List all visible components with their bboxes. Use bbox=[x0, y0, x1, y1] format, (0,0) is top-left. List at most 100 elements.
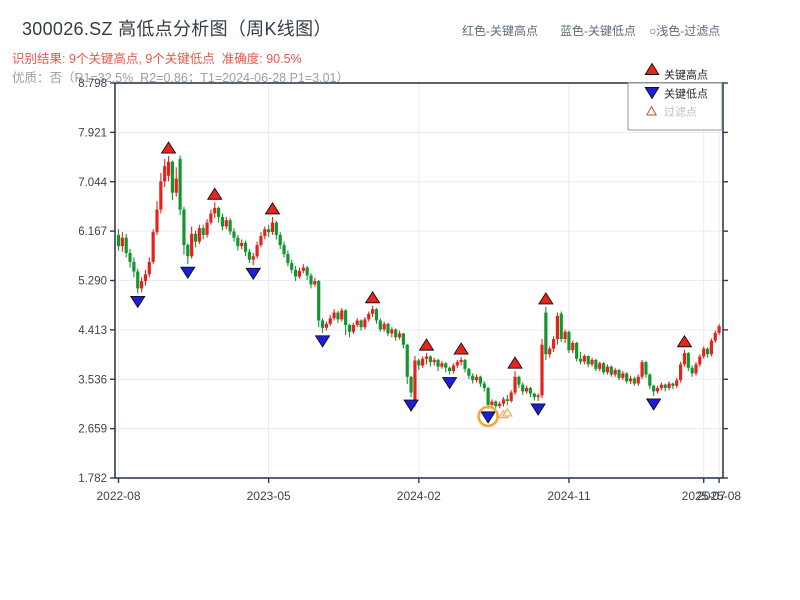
candle-body bbox=[567, 331, 571, 351]
candle-body bbox=[209, 213, 213, 223]
candle-body bbox=[217, 207, 221, 217]
candle-body bbox=[186, 245, 190, 257]
candle-body bbox=[644, 362, 648, 375]
key-high-marker bbox=[507, 356, 523, 369]
candle-body bbox=[559, 313, 563, 340]
key-high-marker bbox=[160, 141, 177, 154]
candle-body bbox=[463, 359, 467, 369]
x-tick-label: 2023-05 bbox=[247, 489, 291, 503]
key-low-marker bbox=[129, 295, 146, 309]
candle-body bbox=[694, 364, 698, 374]
candle-body bbox=[151, 232, 155, 262]
top-legend-key-low: 蓝色-关键低点 bbox=[560, 24, 636, 38]
candle-body bbox=[313, 281, 317, 285]
highlight-circle bbox=[477, 405, 499, 428]
axes: 8.798 7.921 7.044 6.167 5.290 4.413 3.536 2.659… bbox=[78, 78, 741, 503]
candle-body bbox=[517, 376, 521, 385]
candle-body bbox=[679, 364, 683, 381]
candle-body bbox=[578, 358, 583, 362]
candle-body bbox=[270, 222, 275, 233]
candle-body bbox=[320, 320, 325, 328]
candle-body bbox=[451, 365, 456, 372]
candle-body bbox=[498, 403, 502, 407]
candle-body bbox=[609, 366, 613, 375]
candle-body bbox=[682, 353, 687, 365]
candle-body bbox=[397, 333, 402, 338]
candle-body bbox=[120, 237, 124, 247]
candle-body bbox=[136, 271, 140, 289]
candle-body bbox=[436, 359, 440, 367]
key-low-marker bbox=[403, 399, 419, 412]
candle-body bbox=[390, 329, 394, 334]
candle-body bbox=[247, 251, 251, 260]
candle-body bbox=[386, 323, 390, 334]
candle-body bbox=[147, 261, 151, 275]
candle-body bbox=[709, 340, 713, 355]
page-title: 300026.SZ 高低点分析图（周K线图） bbox=[22, 19, 332, 39]
candle-body bbox=[525, 388, 529, 392]
candle-body bbox=[259, 236, 263, 246]
candle-body bbox=[513, 376, 517, 393]
key-low-marker bbox=[179, 266, 196, 280]
candle-body bbox=[309, 275, 313, 285]
candle-body bbox=[505, 399, 509, 401]
candle-body bbox=[378, 320, 382, 330]
candle-body bbox=[617, 370, 621, 378]
candle-body bbox=[220, 216, 225, 227]
y-tick-label: 4.413 bbox=[78, 325, 107, 337]
key-high-marker bbox=[538, 292, 554, 305]
candle-body bbox=[193, 233, 198, 242]
candle-body bbox=[540, 344, 544, 396]
candle-body bbox=[705, 348, 710, 355]
candle-body bbox=[371, 309, 375, 314]
candle-body bbox=[702, 348, 706, 357]
candle-body bbox=[455, 362, 459, 366]
candle-body bbox=[590, 359, 594, 365]
key-low-marker bbox=[245, 267, 262, 281]
candle-body bbox=[182, 209, 186, 246]
candle-body bbox=[178, 158, 182, 210]
candle-body bbox=[124, 237, 128, 253]
x-tick-label: 2025-07 bbox=[682, 489, 726, 503]
candle-body bbox=[471, 375, 475, 381]
candle-body bbox=[155, 209, 159, 233]
candle-body bbox=[440, 363, 444, 367]
candle-body bbox=[166, 161, 171, 176]
candle-body bbox=[170, 161, 174, 193]
candle-body bbox=[655, 388, 660, 392]
legend-key-low-label: 关键低点 bbox=[664, 87, 708, 101]
candle-body bbox=[528, 388, 533, 394]
candle-body bbox=[628, 378, 633, 382]
y-tick-label: 2.659 bbox=[78, 424, 107, 436]
candle-body bbox=[698, 356, 702, 365]
candle-body bbox=[659, 384, 663, 389]
candle-body bbox=[240, 242, 244, 247]
x-tick-label: 2022-08 bbox=[96, 489, 140, 503]
candle-body bbox=[159, 181, 163, 210]
candle-body bbox=[478, 376, 482, 384]
candle-body bbox=[690, 367, 694, 374]
candle-body bbox=[328, 318, 332, 324]
candle-body bbox=[598, 363, 602, 369]
candle-body bbox=[140, 281, 144, 289]
candle-body bbox=[351, 324, 355, 332]
candle-body bbox=[132, 261, 136, 272]
candle-body bbox=[417, 360, 421, 366]
red-triangle-up-icon bbox=[644, 62, 660, 75]
candle-body bbox=[632, 378, 636, 384]
y-tick-label: 3.536 bbox=[78, 374, 107, 386]
y-tick-label: 8.798 bbox=[78, 78, 107, 90]
candle-body bbox=[355, 320, 359, 325]
candle-body bbox=[467, 368, 471, 376]
y-tick-label: 6.167 bbox=[78, 226, 107, 238]
candle-body bbox=[675, 380, 679, 386]
candle-body bbox=[613, 370, 617, 375]
candle-body bbox=[571, 342, 575, 351]
candle-body bbox=[413, 360, 417, 404]
candle-body bbox=[128, 252, 132, 262]
candle-body bbox=[548, 348, 552, 355]
light-triangle-outline-icon bbox=[645, 105, 658, 116]
candle-body bbox=[290, 263, 294, 270]
